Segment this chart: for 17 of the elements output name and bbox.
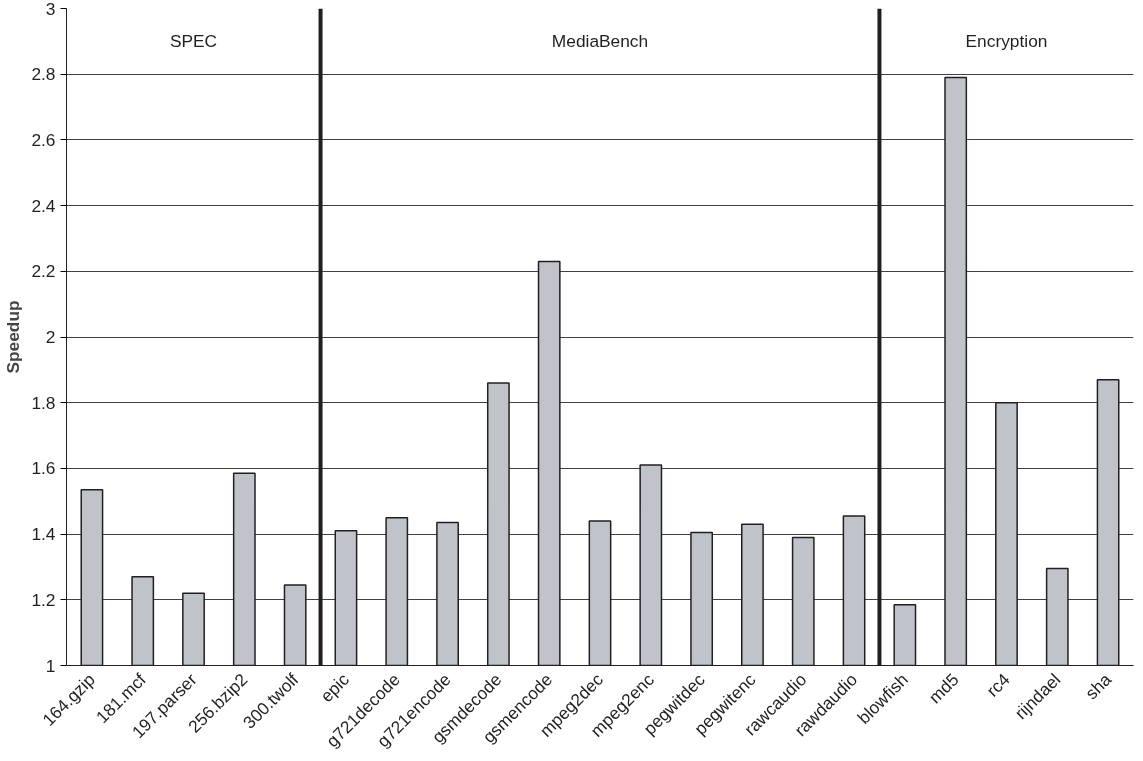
x-tick-label: sha <box>1081 669 1116 704</box>
y-axis-title: Speedup <box>3 300 24 374</box>
y-tick-label: 1 <box>45 655 56 676</box>
annotation: SPEC <box>169 31 218 52</box>
y-tick-label: 1.6 <box>31 458 56 479</box>
y-tick-label: 1.4 <box>31 524 56 545</box>
y-tick-label: 2.4 <box>31 195 56 216</box>
y-tick-label: 1.2 <box>31 589 56 610</box>
y-tick-label: 1.8 <box>31 392 56 413</box>
annotation: MediaBench <box>551 31 649 52</box>
x-tick-label: rc4 <box>982 669 1014 701</box>
y-tick-label: 2.2 <box>31 261 56 282</box>
y-tick-label: 3 <box>45 0 56 19</box>
annotation: Encryption <box>965 31 1048 52</box>
y-tick-label: 2.6 <box>31 129 56 150</box>
y-tick-label: 2 <box>45 327 56 347</box>
y-tick-label: 2.8 <box>31 64 56 85</box>
